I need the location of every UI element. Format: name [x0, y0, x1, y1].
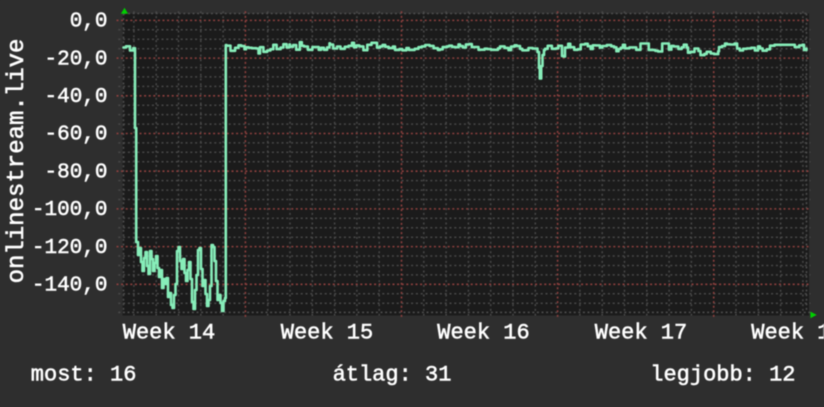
svg-text:-20,0: -20,0 [44, 48, 107, 71]
svg-text:-140,0: -140,0 [32, 275, 108, 298]
svg-text:Week 15: Week 15 [281, 321, 373, 346]
svg-text:most: 16: most: 16 [31, 363, 137, 388]
svg-text:Week 18: Week 18 [751, 321, 824, 346]
svg-text:-100,0: -100,0 [32, 199, 108, 222]
svg-text:onlinestream.live: onlinestream.live [4, 39, 31, 284]
svg-text:-80,0: -80,0 [44, 161, 107, 184]
svg-text:Week 16: Week 16 [437, 321, 529, 346]
svg-text:Week 14: Week 14 [123, 321, 215, 346]
svg-text:legjobb: 12: legjobb: 12 [650, 363, 795, 388]
svg-text:átlag: 31: átlag: 31 [333, 363, 452, 388]
svg-text:-60,0: -60,0 [44, 124, 107, 147]
svg-text:-40,0: -40,0 [44, 86, 107, 109]
svg-text:0,0: 0,0 [70, 11, 108, 34]
svg-text:-120,0: -120,0 [32, 237, 108, 260]
svg-text:Week 17: Week 17 [595, 321, 687, 346]
